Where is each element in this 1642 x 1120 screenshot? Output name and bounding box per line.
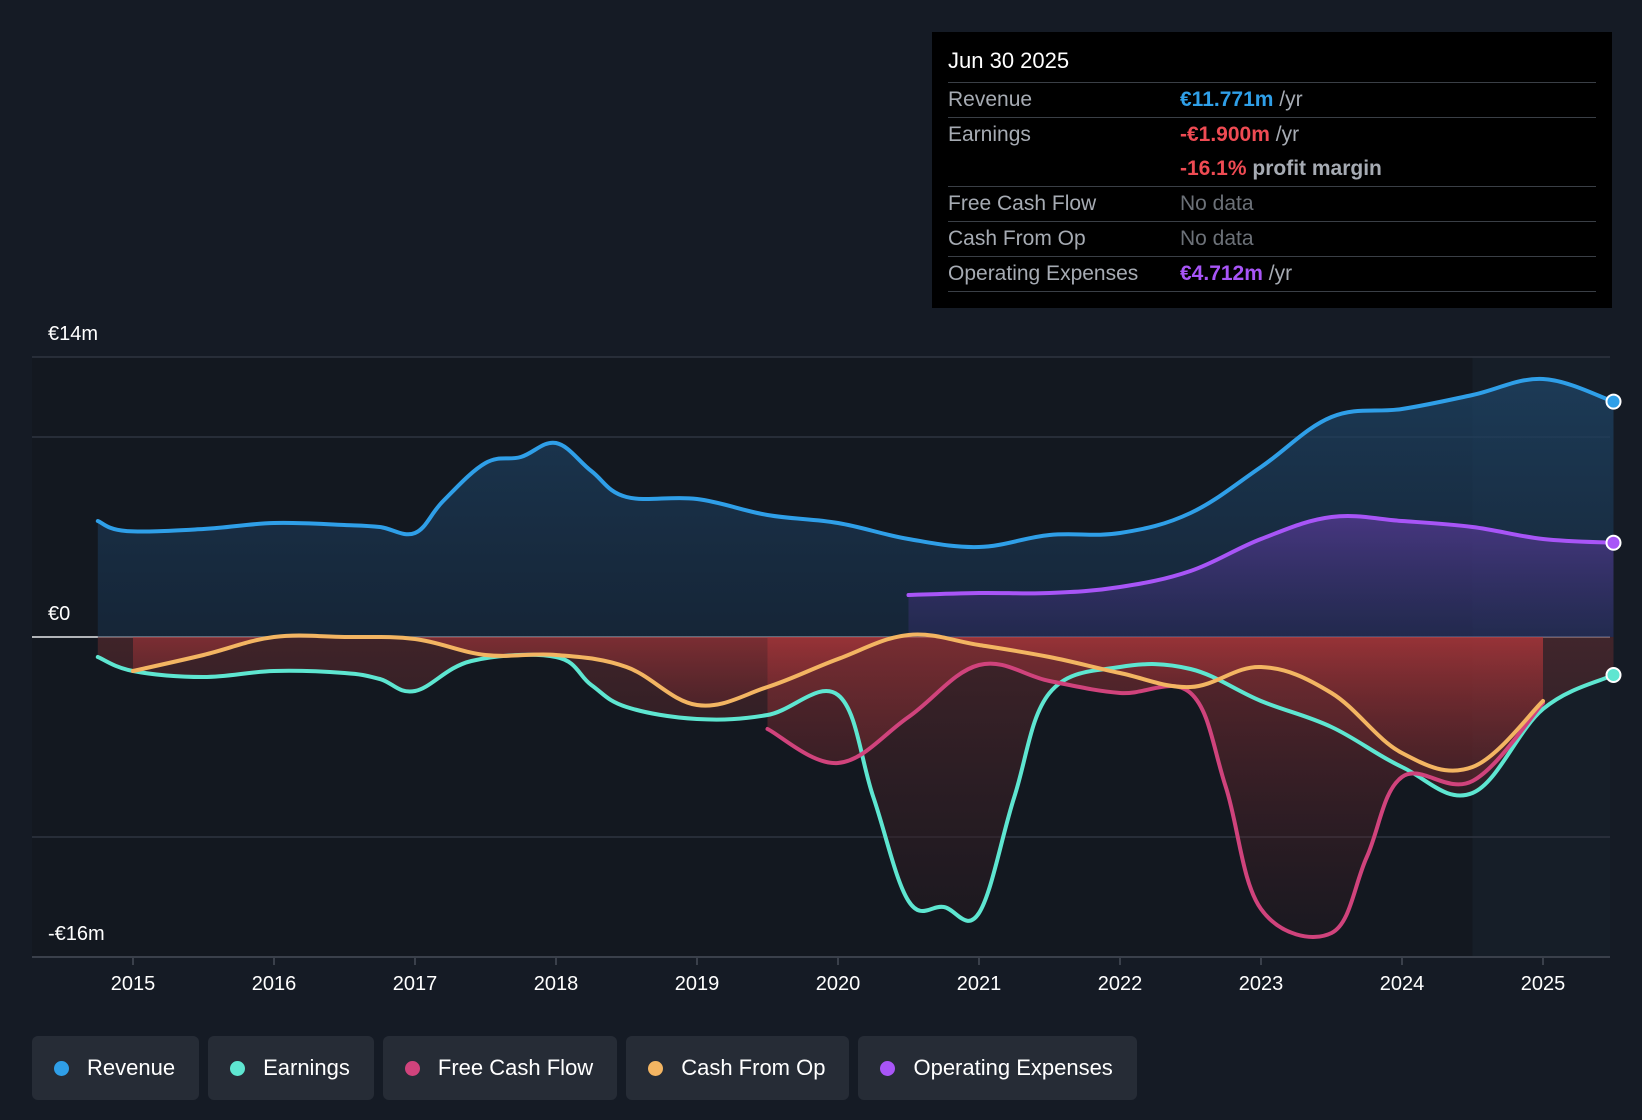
free-cash-flow-line (765, 661, 1545, 939)
legend-label-cfo: Cash From Op (681, 1055, 826, 1080)
tooltip-margin-value: -16.1% (1180, 157, 1247, 180)
cash-from-op-line (131, 632, 1545, 773)
y-label-zero: €0 (48, 603, 70, 625)
opex-dot-icon (880, 1060, 896, 1076)
x-tick-label: 2020 (816, 973, 861, 995)
tooltip-revenue-unit: /yr (1279, 88, 1303, 111)
earnings-dot-icon (230, 1060, 246, 1076)
tooltip-revenue-value: €11.771m (1180, 88, 1274, 111)
legend: Revenue Earnings Free Cash Flow Cash Fro… (32, 1036, 1137, 1100)
y-label-top: €14m (48, 323, 98, 345)
tooltip-fcf-label: Free Cash Flow (948, 192, 1097, 215)
x-tick-label: 2015 (111, 973, 156, 995)
tooltip-row-fcf: Free Cash Flow No data (948, 187, 1596, 222)
revenue-dot-icon (54, 1060, 69, 1076)
tooltip-row-cfo: Cash From Op No data (948, 222, 1596, 257)
y-label-bottom: -€16m (48, 923, 105, 945)
series-lines (95, 376, 1616, 939)
revenue-line (95, 376, 1616, 550)
x-tick-label: 2019 (675, 973, 720, 995)
tooltip-opex-label: Operating Expenses (948, 262, 1139, 285)
x-tick-label: 2016 (252, 973, 297, 995)
legend-label-revenue: Revenue (87, 1055, 176, 1080)
tooltip-cfo-value: No data (1180, 227, 1254, 250)
opex-area (908, 516, 1614, 637)
cfo-dot-icon (648, 1060, 664, 1076)
tooltip-fcf-value: No data (1180, 192, 1254, 215)
operating-expenses-line (906, 514, 1616, 597)
x-tick-label: 2018 (534, 973, 579, 995)
earnings-line (95, 652, 1616, 923)
earnings-endpoint[interactable] (1605, 667, 1622, 683)
revenue-endpoint[interactable] (1605, 393, 1622, 410)
tooltip-margin-text: profit margin (1252, 157, 1382, 180)
tooltip-row-opex: Operating Expenses €4.712m /yr (948, 257, 1596, 292)
x-axis-ticks: 2015 2016 2017 2018 2019 2020 2021 2022 2023 2024… (111, 957, 1566, 995)
legend-item-revenue[interactable]: Revenue (32, 1036, 200, 1100)
tooltip-earnings-unit: /yr (1275, 123, 1300, 146)
tooltip-panel: Jun 30 2025 Revenue €11.771m /yr Earning… (932, 32, 1612, 308)
x-tick-label: 2021 (957, 973, 1002, 995)
fcf-area (767, 637, 1543, 937)
legend-item-fcf[interactable]: Free Cash Flow (382, 1036, 618, 1100)
tooltip-revenue-label: Revenue (948, 88, 1033, 111)
x-tick-label: 2023 (1239, 973, 1284, 995)
legend-label-fcf: Free Cash Flow (437, 1055, 594, 1080)
tooltip-row-margin: -16.1% profit margin (948, 152, 1596, 187)
legend-item-earnings[interactable]: Earnings (208, 1036, 374, 1100)
tooltip-cfo-label: Cash From Op (948, 227, 1086, 250)
tooltip-opex-value: €4.712m (1180, 262, 1263, 285)
legend-label-earnings: Earnings (263, 1055, 350, 1080)
operating-expenses-endpoint[interactable] (1605, 534, 1622, 551)
x-tick-label: 2025 (1521, 973, 1566, 995)
x-tick-label: 2024 (1380, 973, 1425, 995)
series-endpoints (1605, 393, 1622, 683)
tooltip-opex-unit: /yr (1268, 262, 1293, 285)
tooltip-date: Jun 30 2025 (948, 46, 1596, 83)
x-tick-label: 2017 (393, 973, 438, 995)
tooltip-row-earnings: Earnings -€1.900m /yr (948, 118, 1596, 152)
tooltip-earnings-value: -€1.900m (1180, 123, 1270, 146)
legend-item-cfo[interactable]: Cash From Op (626, 1036, 850, 1100)
legend-item-opex[interactable]: Operating Expenses (858, 1036, 1137, 1100)
tooltip-row-revenue: Revenue €11.771m /yr (948, 83, 1596, 118)
legend-label-opex: Operating Expenses (913, 1055, 1113, 1080)
x-tick-label: 2022 (1098, 973, 1143, 995)
tooltip-earnings-label: Earnings (948, 123, 1031, 146)
fcf-dot-icon (404, 1060, 420, 1076)
